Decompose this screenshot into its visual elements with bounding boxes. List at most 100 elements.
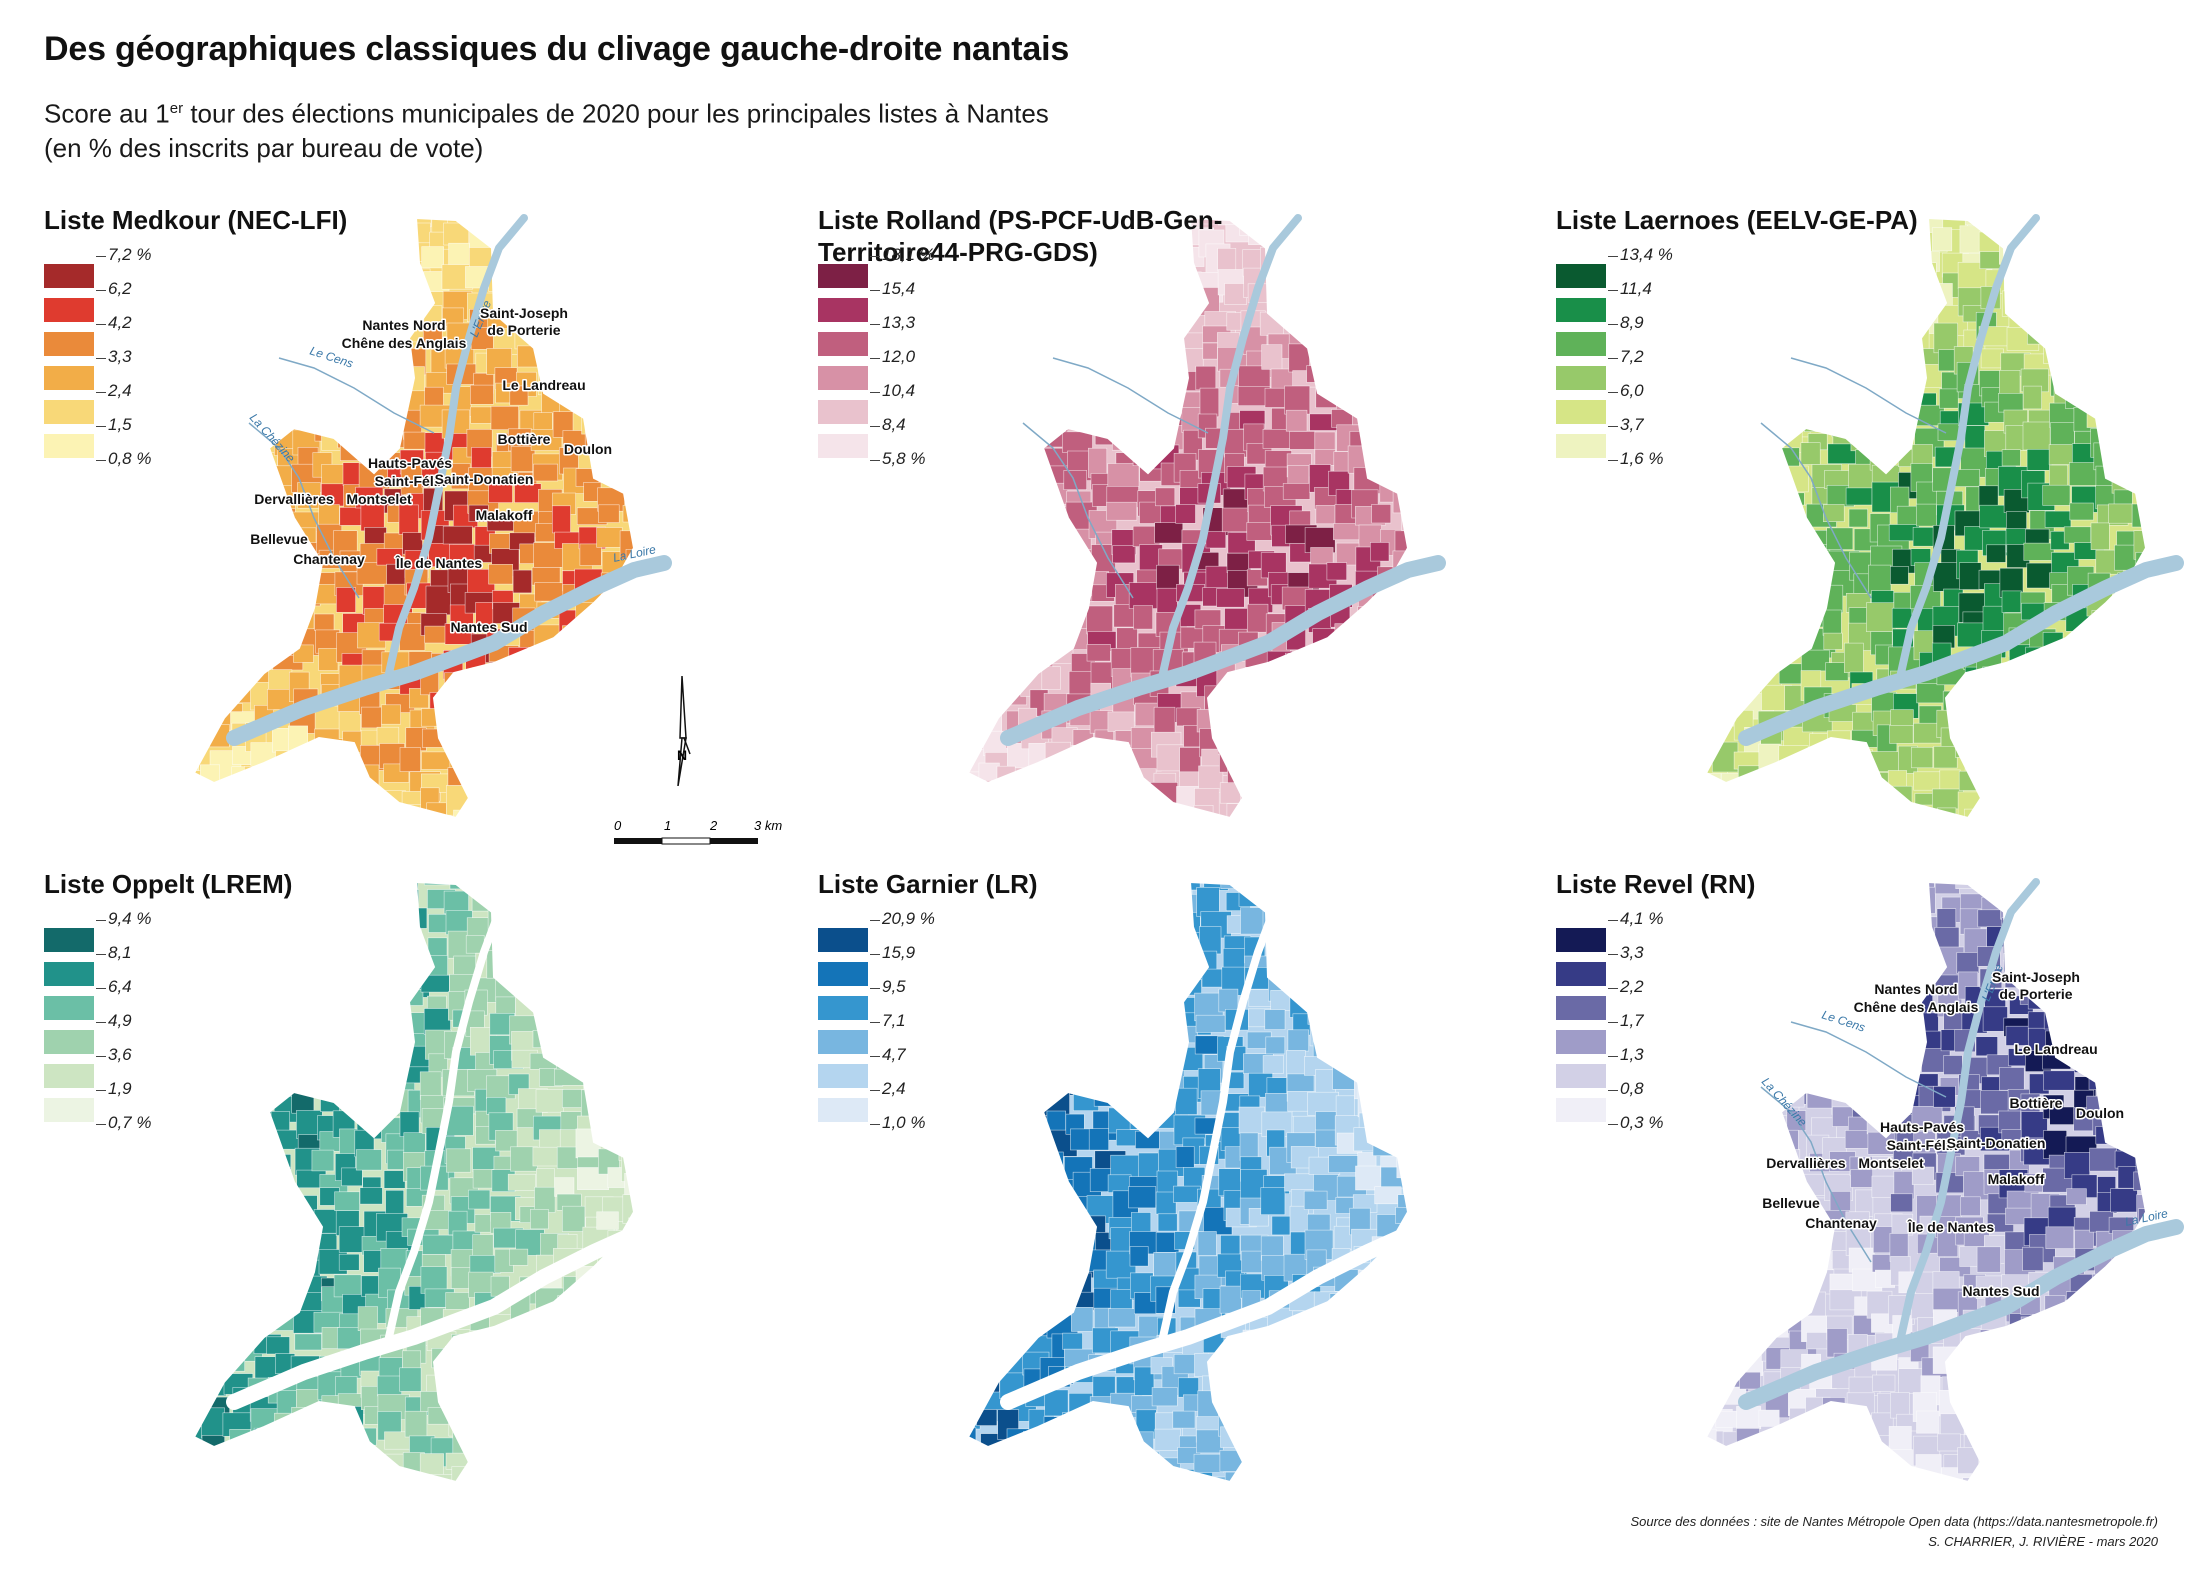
place-label-bellevue: Bellevue xyxy=(250,531,308,547)
legend-break-label: 15,4 xyxy=(882,279,916,298)
legend-break-label: 9,5 xyxy=(882,977,906,996)
legend-swatch xyxy=(818,400,868,424)
place-label-hauts-paves: Hauts-Pavés xyxy=(1880,1119,1964,1135)
place-label-saint-felix: Saint-Félix xyxy=(375,473,446,489)
legend-break-label: 6,2 xyxy=(108,279,132,298)
legend-swatch xyxy=(1556,434,1606,458)
scale-tick-1: 1 xyxy=(664,818,671,833)
legend-break-label: 2,4 xyxy=(108,381,132,400)
legend-swatch xyxy=(44,1064,94,1088)
page-title: Des géographiques classiques du clivage … xyxy=(44,30,1070,68)
legend-swatch xyxy=(1556,928,1606,952)
legend-swatch xyxy=(1556,1030,1606,1054)
map-panel-1: L'Erdre Le Cens La Chézine La Loire Nantes N… xyxy=(44,204,764,844)
legend-break-label: 0,3 % xyxy=(1620,1113,1664,1132)
legend-swatch xyxy=(818,264,868,288)
legend-swatch xyxy=(818,996,868,1020)
legend-break-label: 0,8 % xyxy=(108,449,152,468)
legend-break-label: 15,9 xyxy=(882,943,916,962)
legend-swatch xyxy=(44,928,94,952)
place-label-montselet: Montselet xyxy=(1858,1155,1924,1171)
legend-swatch xyxy=(818,1030,868,1054)
legend-break-label: 8,4 xyxy=(882,415,906,434)
place-label-le-landreau: Le Landreau xyxy=(502,377,585,393)
source-line2: S. CHARRIER, J. RIVIÈRE - mars 2020 xyxy=(1928,1534,2158,1549)
choropleth-map xyxy=(966,214,1446,820)
place-label-saint-joseph: Saint-Joseph xyxy=(1992,969,2080,985)
legend-break-label: 13,4 % xyxy=(1620,245,1673,264)
place-label-malakoff: Malakoff xyxy=(476,507,533,523)
subtitle-line1-post: tour des élections municipales de 2020 p… xyxy=(183,98,1049,129)
place-label-saint-donatien: Saint-Donatien xyxy=(1947,1135,2046,1151)
north-arrow-icon: N xyxy=(677,676,691,786)
legend-break-label: 12,0 xyxy=(882,347,916,366)
legend-break-label: 2,4 xyxy=(882,1079,906,1098)
place-label-hauts-paves: Hauts-Pavés xyxy=(368,455,452,471)
legend-break-label: 9,4 % xyxy=(108,909,152,928)
place-label-nantes-sud: Nantes Sud xyxy=(450,619,527,635)
legend-break-label: 1,9 xyxy=(108,1079,132,1098)
legend-swatch xyxy=(44,962,94,986)
legend-break-label: 10,4 xyxy=(882,381,916,400)
map-panel-3: Liste Laernoes (EELV-GE-PA) 13,4 % 11,4 8,9… xyxy=(1556,204,2188,844)
place-label-de-porterie: de Porterie xyxy=(487,322,560,338)
place-label-dervallieres: Dervallières xyxy=(254,491,334,507)
legend-break-label: 3,3 xyxy=(1620,943,1644,962)
place-label-dervallieres: Dervallières xyxy=(1766,1155,1846,1171)
legend-break-label: 4,9 xyxy=(108,1011,132,1030)
place-label-chantenay: Chantenay xyxy=(1805,1215,1877,1231)
choropleth-map xyxy=(192,878,672,1484)
subtitle-line2: (en % des inscrits par bureau de vote) xyxy=(44,132,484,163)
place-label-ile-de-nantes: Île de Nantes xyxy=(395,554,483,571)
legend-break-label: 20,9 % xyxy=(882,909,935,928)
legend-break-label: 3,6 xyxy=(108,1045,132,1064)
legend-break-label: 3,3 xyxy=(108,347,132,366)
place-label-chantenay: Chantenay xyxy=(293,551,365,567)
legend-swatch xyxy=(818,332,868,356)
legend-break-label: 11,4 xyxy=(1620,279,1652,298)
panel-title: Liste Garnier (LR) xyxy=(818,869,1038,899)
scale-tick-3: 3 km xyxy=(754,818,782,833)
scale-tick-0: 0 xyxy=(614,818,622,833)
choropleth-map xyxy=(966,878,1446,1484)
legend-swatch xyxy=(44,332,94,356)
map-panel-2: Liste Rolland (PS-PCF-UdB-Gen- Territoir… xyxy=(818,204,1538,844)
legend-swatch xyxy=(1556,400,1606,424)
source-line1: Source des données : site de Nantes Métr… xyxy=(1630,1514,2158,1529)
legend-break-label: 4,2 xyxy=(108,313,132,332)
panel-title: Liste Revel (RN) xyxy=(1556,869,1756,899)
source-note: Source des données : site de Nantes Métr… xyxy=(1630,1512,2158,1552)
panel-title: Liste Medkour (NEC-LFI) xyxy=(44,205,348,235)
legend-swatch xyxy=(818,928,868,952)
legend-swatch xyxy=(1556,366,1606,390)
scale-tick-2: 2 xyxy=(709,818,718,833)
legend-break-label: 18,1 % xyxy=(882,245,935,264)
legend-swatch xyxy=(1556,1098,1606,1122)
legend-swatch xyxy=(818,962,868,986)
place-label-saint-felix: Saint-Félix xyxy=(1887,1137,1958,1153)
legend-break-label: 4,1 % xyxy=(1620,909,1664,928)
legend-swatch xyxy=(44,1098,94,1122)
legend-swatch xyxy=(818,434,868,458)
legend-swatch xyxy=(818,366,868,390)
legend-break-label: 7,2 % xyxy=(108,245,152,264)
legend-swatch xyxy=(44,996,94,1020)
place-label-de-porterie: de Porterie xyxy=(1999,986,2072,1002)
legend-break-label: 6,0 xyxy=(1620,381,1644,400)
map-panel-6: L'Erdre Le Cens La Chézine La Loire Nantes N… xyxy=(1556,868,2188,1508)
place-label-doulon: Doulon xyxy=(2076,1105,2124,1121)
legend-break-label: 6,4 xyxy=(108,977,132,996)
scale-bar: 0 1 2 3 km xyxy=(614,818,782,845)
panel-title: Liste Laernoes (EELV-GE-PA) xyxy=(1556,205,1918,235)
legend-swatch xyxy=(1556,996,1606,1020)
legend-swatch xyxy=(818,298,868,322)
legend-swatch xyxy=(1556,332,1606,356)
choropleth-map xyxy=(1704,214,2184,820)
place-label-chene-des-anglais: Chêne des Anglais xyxy=(342,335,467,351)
legend-swatch xyxy=(44,264,94,288)
place-label-nantes-sud: Nantes Sud xyxy=(1962,1283,2039,1299)
place-label-saint-joseph: Saint-Joseph xyxy=(480,305,568,321)
legend-swatch xyxy=(44,1030,94,1054)
